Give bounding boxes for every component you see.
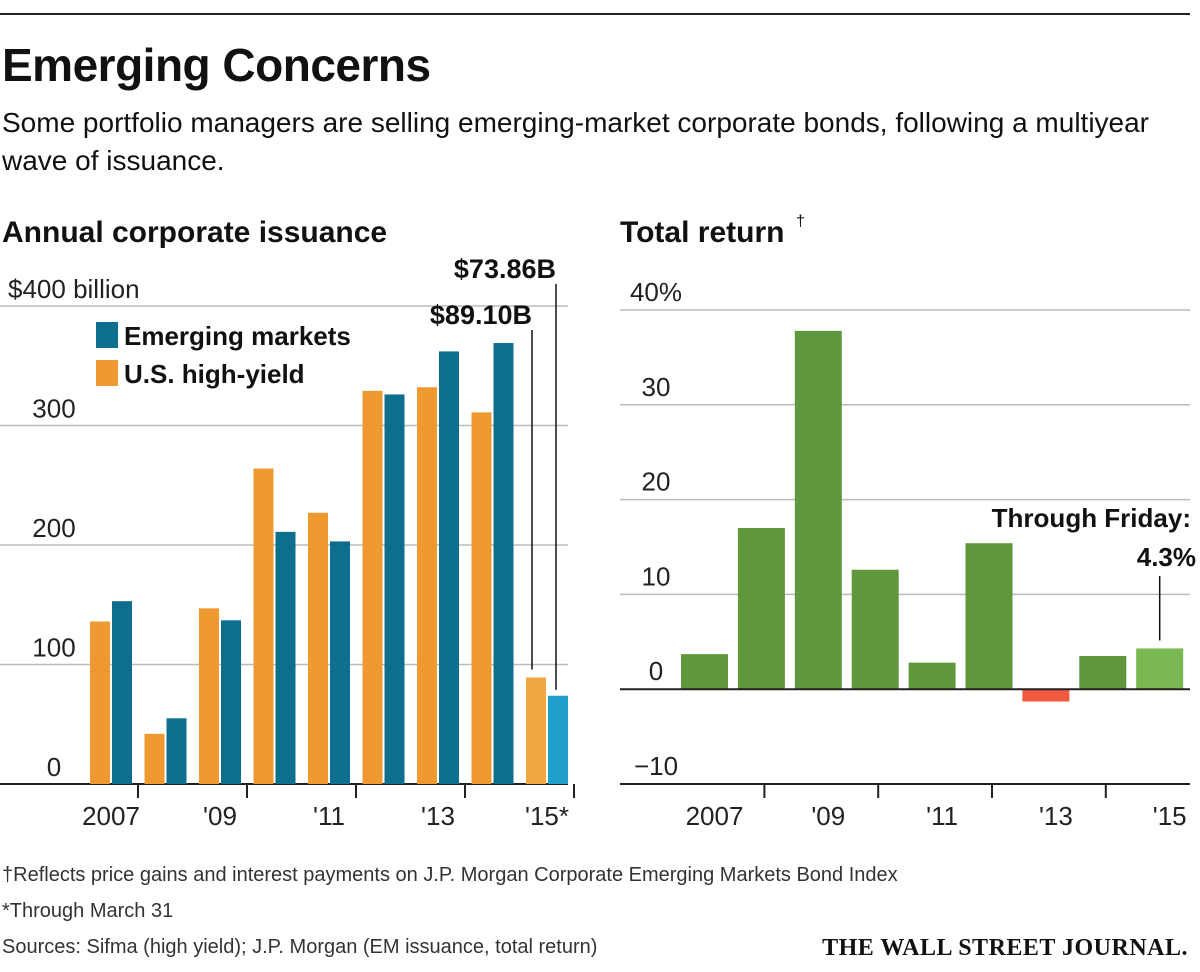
annotation-return-2015: 4.3%: [1137, 542, 1196, 572]
bar-high-yield-2008: [144, 733, 165, 784]
bar-high-yield-2014: [471, 412, 492, 784]
bar-return-2011: [908, 662, 956, 690]
bar-emerging-2013: [439, 351, 459, 784]
return-chart-title: Total return: [620, 216, 784, 249]
bar-high-yield-2015: [526, 677, 546, 784]
bar-emerging-2015: [548, 695, 568, 784]
issuance-x-tick-label: '13: [421, 801, 455, 831]
bar-high-yield-2009: [199, 608, 219, 784]
return-x-tick-label: '15: [1153, 801, 1187, 831]
page-subtitle: Some portfolio managers are selling emer…: [2, 107, 1150, 176]
bar-return-2010: [851, 569, 899, 690]
annotation-high-yield-2015: $89.10B: [430, 300, 532, 330]
issuance-chart-title: Annual corporate issuance: [2, 216, 387, 249]
bar-emerging-2009: [221, 620, 241, 784]
return-y-tick-label: 0: [649, 656, 663, 686]
issuance-y-tick-label: 200: [32, 513, 75, 543]
return-x-tick-label: '09: [811, 801, 845, 831]
bar-high-yield-2010: [253, 468, 274, 784]
top-rule: [0, 13, 1190, 15]
return-x-tick-label: '13: [1039, 801, 1073, 831]
legend-label-emerging: Emerging markets: [124, 321, 351, 351]
issuance-x-tick-label: '15*: [525, 801, 569, 831]
bar-high-yield-2012: [362, 390, 383, 784]
annotation-through-friday: Through Friday:: [992, 503, 1191, 533]
bar-high-yield-2007: [90, 621, 110, 784]
bar-emerging-2007: [112, 601, 132, 784]
issuance-unit-label: $400 billion: [8, 274, 140, 304]
bar-emerging-2012: [384, 394, 405, 784]
issuance-x-tick-label: '11: [313, 801, 345, 831]
issuance-chart: Annual corporate issuance 0 100 200 300 $400 …: [0, 216, 575, 831]
legend-swatch-high-yield: [96, 360, 118, 386]
bar-return-2012: [965, 543, 1013, 690]
footnote-sources: Sources: Sifma (high yield); J.P. Morgan…: [2, 936, 598, 958]
annotation-emerging-2015: $73.86B: [454, 254, 556, 284]
bar-return-2013: [1022, 689, 1070, 702]
bar-return-2014: [1079, 656, 1127, 690]
issuance-y-tick-label: 0: [47, 752, 61, 782]
legend-swatch-emerging: [96, 322, 118, 348]
return-y-tick-label: 30: [642, 372, 671, 402]
footnotes: †Reflects price gains and interest payme…: [2, 860, 898, 968]
footnote-total-return: †Reflects price gains and interest payme…: [2, 864, 898, 886]
return-y-tick-label: 20: [642, 467, 671, 497]
bar-return-2009: [794, 330, 842, 690]
return-y-tick-label: 40%: [630, 277, 682, 307]
bar-return-2008: [737, 528, 785, 690]
bar-return-2007: [681, 654, 728, 690]
issuance-y-tick-label: 100: [32, 633, 75, 663]
bar-emerging-2014: [493, 343, 514, 784]
bar-emerging-2010: [275, 531, 296, 784]
legend-label-high-yield: U.S. high-yield: [124, 359, 305, 389]
bar-return-2015: [1136, 648, 1184, 690]
return-chart-title-marker: †: [796, 213, 805, 230]
issuance-x-tick-label: '09: [203, 801, 237, 831]
return-chart: Total return † 40% 30 20 10 0 −10 2007 '09 '11 '13 '…: [620, 213, 1196, 831]
bar-emerging-2008: [166, 718, 187, 784]
return-y-tick-label: −10: [634, 751, 678, 781]
return-x-tick-label: 2007: [686, 801, 744, 831]
wsj-logo: THE WALL STREET JOURNAL.: [822, 935, 1188, 961]
issuance-x-tick-label: 2007: [82, 801, 140, 831]
issuance-y-tick-label: 300: [32, 394, 75, 424]
return-y-tick-label: 10: [642, 561, 671, 591]
bar-emerging-2011: [330, 541, 350, 784]
return-x-tick-label: '11: [926, 801, 958, 831]
bar-high-yield-2013: [417, 387, 437, 784]
bar-high-yield-2011: [308, 512, 328, 784]
footnote-through-march: *Through March 31: [2, 900, 174, 922]
page-title: Emerging Concerns: [2, 39, 431, 91]
